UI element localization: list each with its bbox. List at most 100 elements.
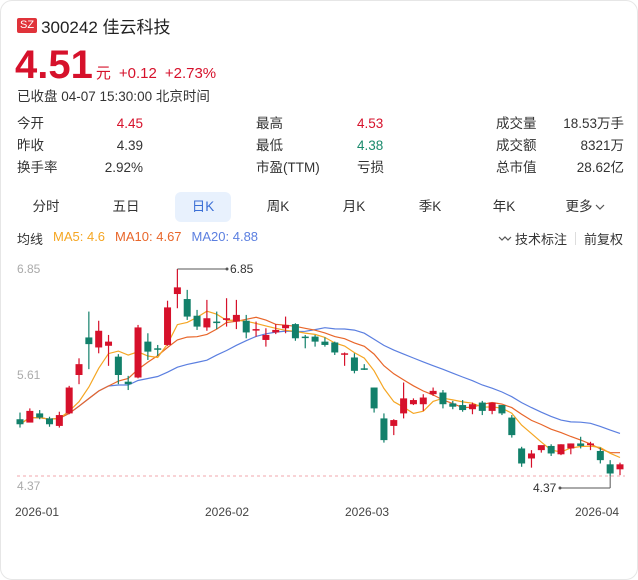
candle-up: [203, 318, 211, 328]
candle-up: [262, 334, 270, 340]
stat-label-prev-close: 昨收: [17, 138, 44, 153]
candle-down: [380, 418, 388, 441]
candle-down: [449, 403, 457, 407]
stat-value-pe: 亏损: [357, 160, 384, 175]
tab-quarterly-k[interactable]: 季K: [418, 199, 442, 214]
x-tick-2026-02: 2026-02: [205, 505, 250, 519]
candle-up: [223, 318, 231, 320]
candle-up: [468, 404, 476, 410]
stat-value-market-cap: 28.62亿: [576, 160, 624, 175]
min-annotation-label: 4.37: [533, 481, 557, 495]
candle-down: [85, 337, 93, 345]
candle-down: [459, 405, 467, 411]
candle-down: [478, 402, 486, 411]
tab-more[interactable]: 更多: [557, 192, 613, 222]
candle-down: [321, 341, 329, 345]
stat-value-low: 4.38: [357, 138, 384, 153]
stat-label-open: 今开: [17, 116, 44, 131]
ma5-value: MA5: 4.6: [53, 229, 106, 244]
chevron-down-icon: [595, 204, 604, 210]
y-tick-label: 4.37: [17, 479, 41, 493]
ma-legend-label: 均线: [17, 232, 44, 247]
stat-value-volume: 18.53万手: [563, 116, 624, 131]
candle-up: [409, 400, 417, 405]
ma20-value: MA20: 4.88: [191, 229, 259, 244]
candle-down: [350, 357, 358, 371]
candle-up: [282, 324, 290, 329]
adjust-button[interactable]: 前复权: [583, 232, 623, 247]
candle-up: [488, 402, 496, 411]
stat-label-low: 最低: [256, 138, 283, 153]
candle-down: [439, 392, 447, 405]
current-price: 4.51: [15, 43, 93, 87]
stat-label-amount: 成交额: [496, 138, 537, 153]
candle-down: [154, 348, 162, 350]
candle-up: [95, 330, 103, 348]
candle-up: [55, 415, 63, 426]
candle-up: [419, 397, 427, 405]
x-tick-2026-01: 2026-01: [15, 505, 60, 519]
ma10-value: MA10: 4.67: [115, 229, 182, 244]
candle-up: [586, 443, 594, 446]
price-unit: 元: [95, 65, 111, 82]
candle-down: [46, 418, 54, 425]
stat-label-high: 最高: [256, 116, 283, 131]
tab-yearly-k[interactable]: 年K: [492, 199, 516, 214]
price-change: +0.12: [118, 65, 157, 82]
stat-label-market-cap: 总市值: [496, 160, 537, 175]
candle-up: [429, 390, 437, 395]
period-tabs: 分时 五日 日K 周K 月K 季K 年K 更多: [1, 192, 638, 222]
candle-up: [390, 420, 398, 426]
divider: [574, 232, 576, 245]
stat-label-turnover: 换手率: [17, 160, 58, 175]
candle-up: [616, 464, 624, 470]
tab-five-day[interactable]: 五日: [112, 199, 140, 214]
candle-up: [252, 329, 260, 331]
price-change-pct: +2.73%: [164, 65, 217, 82]
tech-mark-icon: [498, 235, 512, 241]
candle-up: [75, 364, 83, 376]
candle-down: [242, 320, 250, 333]
ma10-line: [19, 316, 621, 454]
stat-value-prev-close: 4.39: [116, 138, 143, 153]
candle-down: [508, 417, 516, 436]
max-annotation-label: 6.85: [230, 262, 254, 276]
tech-mark-button[interactable]: 技术标注: [514, 232, 567, 247]
candle-down: [360, 368, 368, 370]
x-tick-2026-03: 2026-03: [345, 505, 390, 519]
candle-down: [518, 448, 526, 464]
stock-header: SZ 300242 佳云科技: [17, 13, 171, 38]
candle-down: [144, 341, 152, 352]
candle-down: [183, 299, 191, 317]
kline-chart[interactable]: 6.85 5.61 4.37 6.85 4.37: [1, 1, 638, 501]
candle-down: [331, 342, 339, 353]
tab-more-label: 更多: [565, 199, 593, 214]
candle-up: [272, 329, 280, 333]
market-badge: SZ: [17, 18, 38, 33]
candle-up: [567, 443, 575, 449]
candle-down: [606, 464, 614, 474]
candle-up: [164, 307, 172, 345]
candle-up: [341, 353, 349, 355]
stock-title[interactable]: 300242 佳云科技: [41, 18, 171, 37]
min-annotation-dot: [558, 486, 562, 490]
candle-up: [400, 398, 408, 414]
stat-value-high: 4.53: [357, 116, 384, 131]
candle-down: [114, 356, 122, 376]
candle-down: [577, 443, 585, 446]
tab-intraday[interactable]: 分时: [32, 199, 60, 214]
candle-down: [311, 336, 319, 342]
candle-up: [173, 287, 181, 295]
ma5-line: [19, 310, 621, 459]
candle-down: [213, 321, 221, 324]
tab-weekly-k[interactable]: 周K: [266, 199, 290, 214]
tab-monthly-k[interactable]: 月K: [342, 199, 366, 214]
candle-down: [498, 405, 506, 414]
y-tick-label: 5.61: [17, 368, 41, 382]
candle-down: [36, 413, 44, 418]
tab-daily-k[interactable]: 日K: [175, 192, 231, 222]
candle-up: [26, 410, 34, 423]
max-annotation-dot: [225, 267, 229, 271]
candle-down: [193, 315, 201, 327]
